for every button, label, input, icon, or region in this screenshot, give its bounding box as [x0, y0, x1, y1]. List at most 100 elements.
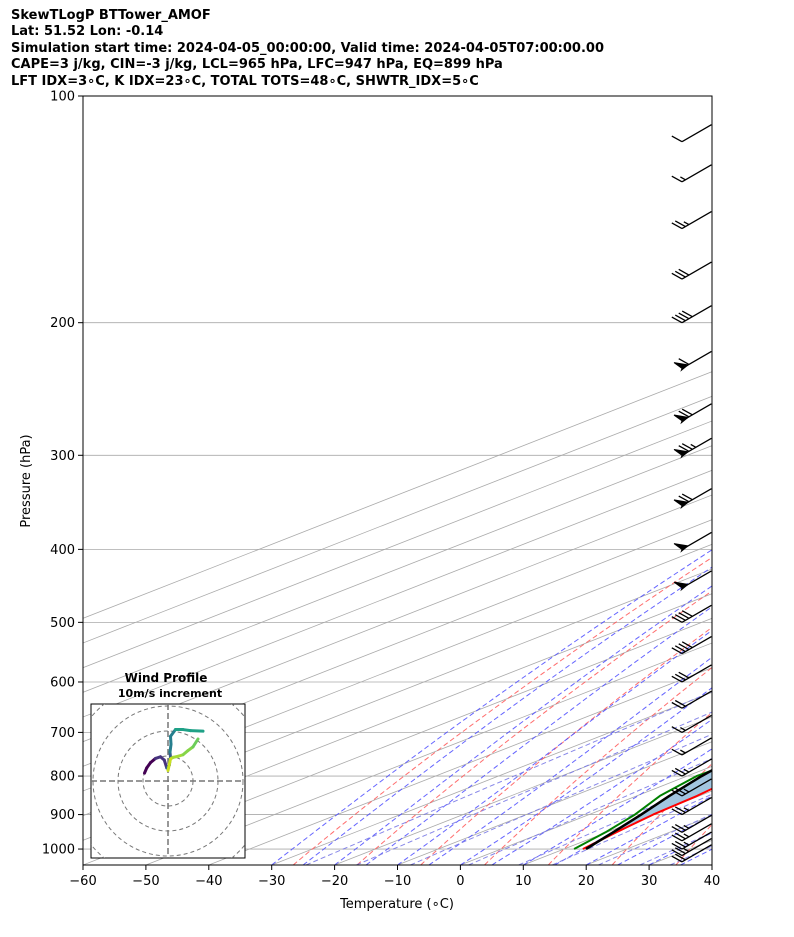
- barb-feather: [674, 847, 686, 855]
- barb-feather: [674, 220, 686, 228]
- x-tick-label: −30: [258, 874, 285, 889]
- isotherm-line: [460, 765, 712, 865]
- wind-barb: [671, 737, 712, 756]
- barb-half-feather: [680, 726, 686, 731]
- hodograph-title: Wind Profile: [125, 671, 208, 685]
- wind-barb: [671, 164, 712, 183]
- barb-feather: [678, 612, 690, 619]
- moist-adiabat: [302, 566, 712, 865]
- barb-feather: [674, 824, 686, 831]
- barb-feather: [671, 175, 683, 183]
- wind-barb: [673, 350, 712, 372]
- x-tick-label: 40: [704, 874, 721, 889]
- barb-feather: [674, 832, 686, 840]
- barb-staff: [681, 714, 712, 733]
- moist-adiabat: [491, 718, 712, 865]
- isotherm-line: [334, 716, 712, 865]
- barb-feather: [671, 316, 683, 324]
- wind-barb: [671, 758, 712, 777]
- wind-barb: [671, 604, 712, 623]
- isotherm-line: [83, 617, 712, 865]
- barb-staff: [681, 124, 712, 143]
- moist-adiabat: [523, 748, 712, 865]
- x-tick-label: 20: [578, 874, 595, 889]
- barb-staff: [681, 778, 712, 797]
- barb-feather: [671, 834, 683, 842]
- barb-feather: [678, 312, 690, 320]
- cape-line: CAPE=3 j/kg, CIN=-3 j/kg, LCL=965 hPa, L…: [11, 57, 503, 73]
- barb-feather: [671, 616, 683, 623]
- wind-barb: [671, 664, 712, 683]
- y-tick-label: 100: [50, 90, 75, 105]
- dry-adiabat: [740, 96, 794, 865]
- barb-feather: [674, 840, 686, 848]
- barb-feather: [671, 701, 683, 709]
- isotherm-line: [271, 691, 712, 865]
- barb-half-feather: [683, 221, 690, 226]
- y-tick-label: 500: [50, 616, 75, 631]
- y-tick-label: 800: [50, 770, 75, 785]
- barb-feather: [681, 443, 693, 450]
- x-tick-label: −20: [321, 874, 348, 889]
- y-tick-label: 900: [50, 808, 75, 823]
- barb-staff: [681, 211, 712, 230]
- barb-feather: [671, 808, 683, 816]
- barb-feather: [671, 842, 683, 850]
- y-tick-label: 200: [50, 316, 75, 331]
- barb-feather: [681, 641, 693, 649]
- barb-half-feather: [683, 824, 690, 829]
- moist-adiabat: [460, 687, 712, 865]
- hodograph-trace: [189, 729, 205, 733]
- barb-feather: [678, 410, 690, 418]
- barb-feather: [678, 495, 690, 503]
- barb-feather: [671, 675, 683, 683]
- isotherm-line: [711, 864, 712, 865]
- barb-staff: [681, 164, 712, 183]
- barb-flag: [673, 449, 690, 456]
- barb-feather: [674, 787, 686, 795]
- moist-adiabat: [554, 773, 712, 865]
- isotherm-line: [83, 371, 712, 619]
- barb-staff: [681, 823, 712, 842]
- wind-barb: [671, 823, 712, 842]
- barb-flag: [673, 499, 690, 507]
- barb-half-feather: [683, 768, 690, 773]
- barb-feather: [674, 673, 686, 681]
- x-tick-label: 0: [456, 874, 464, 889]
- barb-half-feather: [680, 176, 686, 181]
- barb-feather: [671, 726, 683, 733]
- wind-barb: [671, 261, 712, 280]
- barb-staff: [681, 844, 712, 863]
- wind-barb: [673, 531, 712, 553]
- barb-staff: [681, 664, 712, 683]
- barb-half-feather: [683, 848, 690, 853]
- axes: Temperature (∘C) Pressure (hPa) −60 −50 −4…: [19, 90, 720, 913]
- dry-adiabat: [356, 590, 712, 865]
- barb-feather: [678, 671, 690, 679]
- barb-staff: [681, 737, 712, 756]
- barb-flag: [673, 414, 690, 422]
- wind-barb: [671, 814, 712, 833]
- barb-feather: [674, 699, 686, 707]
- barb-half-feather: [683, 807, 690, 812]
- wind-barb: [671, 797, 712, 816]
- barb-feather: [671, 272, 683, 280]
- x-tick-label: −60: [69, 874, 96, 889]
- wind-barb: [671, 837, 712, 857]
- isotherm-line: [208, 667, 712, 865]
- barb-feather: [678, 358, 690, 365]
- barb-feather: [674, 270, 686, 278]
- isotherm-line: [83, 420, 712, 669]
- moist-adiabat: [397, 629, 712, 865]
- x-axis-label: Temperature (∘C): [339, 897, 454, 912]
- barb-staff: [681, 305, 712, 324]
- isotherm-line: [83, 469, 712, 718]
- moist-adiabat: [680, 848, 712, 865]
- barb-feather: [678, 643, 690, 651]
- mixing-ratio-line: [468, 758, 712, 865]
- mixing-ratio-line: [552, 793, 712, 865]
- barb-staff: [681, 690, 712, 709]
- barb-feather: [678, 445, 690, 452]
- wind-barb: [671, 124, 712, 143]
- barb-flag: [673, 362, 690, 369]
